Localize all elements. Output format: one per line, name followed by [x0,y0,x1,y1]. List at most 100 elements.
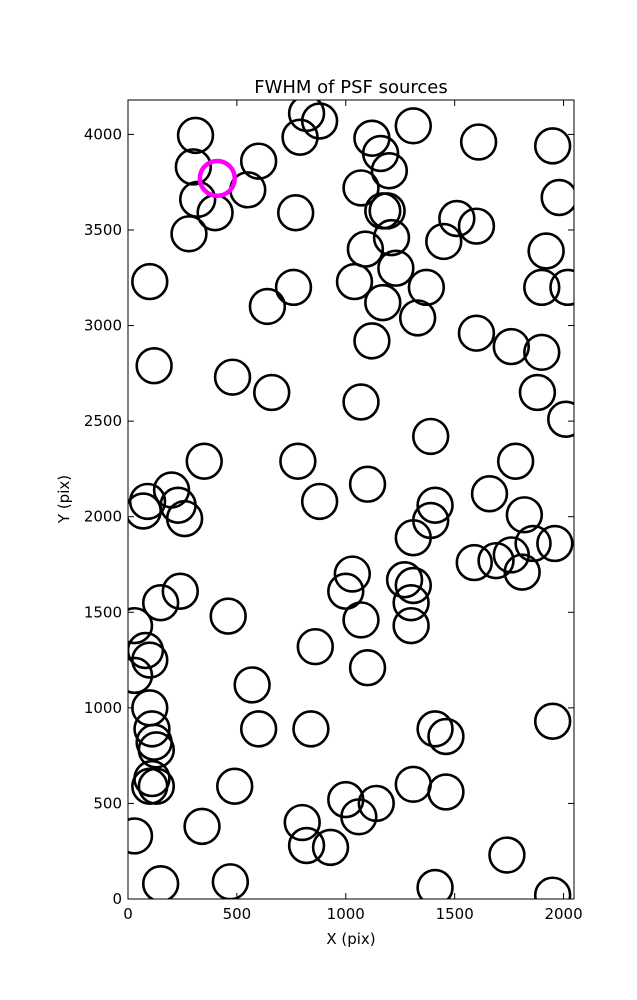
source-marker [215,767,254,805]
source-marker [165,499,204,538]
source-marker [416,486,454,524]
source-marker [276,194,315,232]
x-tick-label: 500 [223,905,252,923]
y-tick-label: 1500 [84,603,122,621]
source-marker [411,417,450,456]
source-marker [342,169,380,207]
source-marker [394,566,432,605]
source-marker [311,828,350,867]
x-tick-label: 2000 [544,905,582,923]
source-marker [353,322,391,360]
source-marker [135,346,173,385]
source-marker [176,116,215,155]
source-marker [300,482,339,521]
source-marker [137,767,176,805]
source-marker [128,817,154,855]
source-marker [209,597,247,635]
source-marker [327,572,365,610]
source-marker [287,826,326,865]
source-marker [296,627,335,666]
source-marker [128,606,154,645]
chart-title: FWHM of PSF sources [254,77,448,98]
y-tick-label: 500 [93,794,122,812]
source-marker [348,465,387,503]
source-marker [527,232,565,270]
source-marker [368,192,406,230]
y-tick-label: 2500 [84,412,122,430]
source-marker [333,555,372,593]
y-tick-label: 1000 [84,699,122,717]
source-marker [427,717,465,756]
source-marker [477,541,515,580]
source-marker [416,710,454,748]
source-marker [185,442,223,480]
source-marker [496,442,535,480]
source-marker [248,287,287,326]
y-tick-label: 2000 [84,508,122,526]
source-marker [459,123,498,161]
source-marker [213,358,252,396]
source-marker [233,666,271,704]
source-marker [141,583,180,622]
y-tick-label: 4000 [84,125,122,143]
source-marker [161,572,199,610]
source-marker [342,601,380,639]
source-marker [457,207,496,245]
source-marker [549,268,574,307]
source-marker [239,142,278,180]
source-marker [398,299,437,337]
source-marker [253,373,291,412]
plot-frame [127,99,575,900]
y-tick-label: 3000 [84,317,122,335]
source-marker [279,442,317,480]
source-marker [174,148,213,186]
source-marker [128,656,154,695]
x-tick-label: 0 [123,905,133,923]
source-marker [372,218,411,257]
source-marker [131,262,169,301]
y-tick-label: 3500 [84,221,122,239]
source-marker [292,710,330,748]
x-axis-label: X (pix) [326,930,375,948]
source-marker [364,283,402,322]
y-tick-label: 0 [112,890,122,908]
source-marker [300,102,339,140]
source-marker [274,268,313,307]
source-marker [357,784,395,823]
source-marker [392,606,430,645]
highlight-marker [197,158,237,199]
source-marker [370,152,409,190]
source-marker [425,222,463,261]
data-markers [128,100,574,899]
source-marker [342,383,380,421]
source-marker [503,553,541,591]
source-marker [183,807,221,846]
source-marker [427,773,465,811]
source-marker [514,524,552,563]
axis-ticks: 0 500 1000 1500 2000 0 500 1000 1500 2000 2500 3000… [84,100,583,923]
source-marker [394,519,432,557]
source-marker [133,710,171,748]
source-marker [392,583,430,622]
y-axis-label: Y (pix) [55,475,73,524]
source-marker [523,268,561,307]
source-marker [492,327,530,366]
source-marker [377,249,415,287]
source-marker [438,199,476,238]
source-marker [523,333,561,372]
x-tick-label: 1000 [327,905,365,923]
source-marker [547,400,574,438]
source-marker [141,864,180,899]
source-marker [361,134,400,173]
source-marker [457,314,496,352]
source-marker [536,524,574,563]
source-marker [394,107,432,145]
source-marker [335,262,374,301]
source-marker [128,492,162,530]
source-marker [348,648,387,687]
source-marker [470,475,509,513]
source-marker [416,868,454,899]
source-marker [518,373,557,412]
